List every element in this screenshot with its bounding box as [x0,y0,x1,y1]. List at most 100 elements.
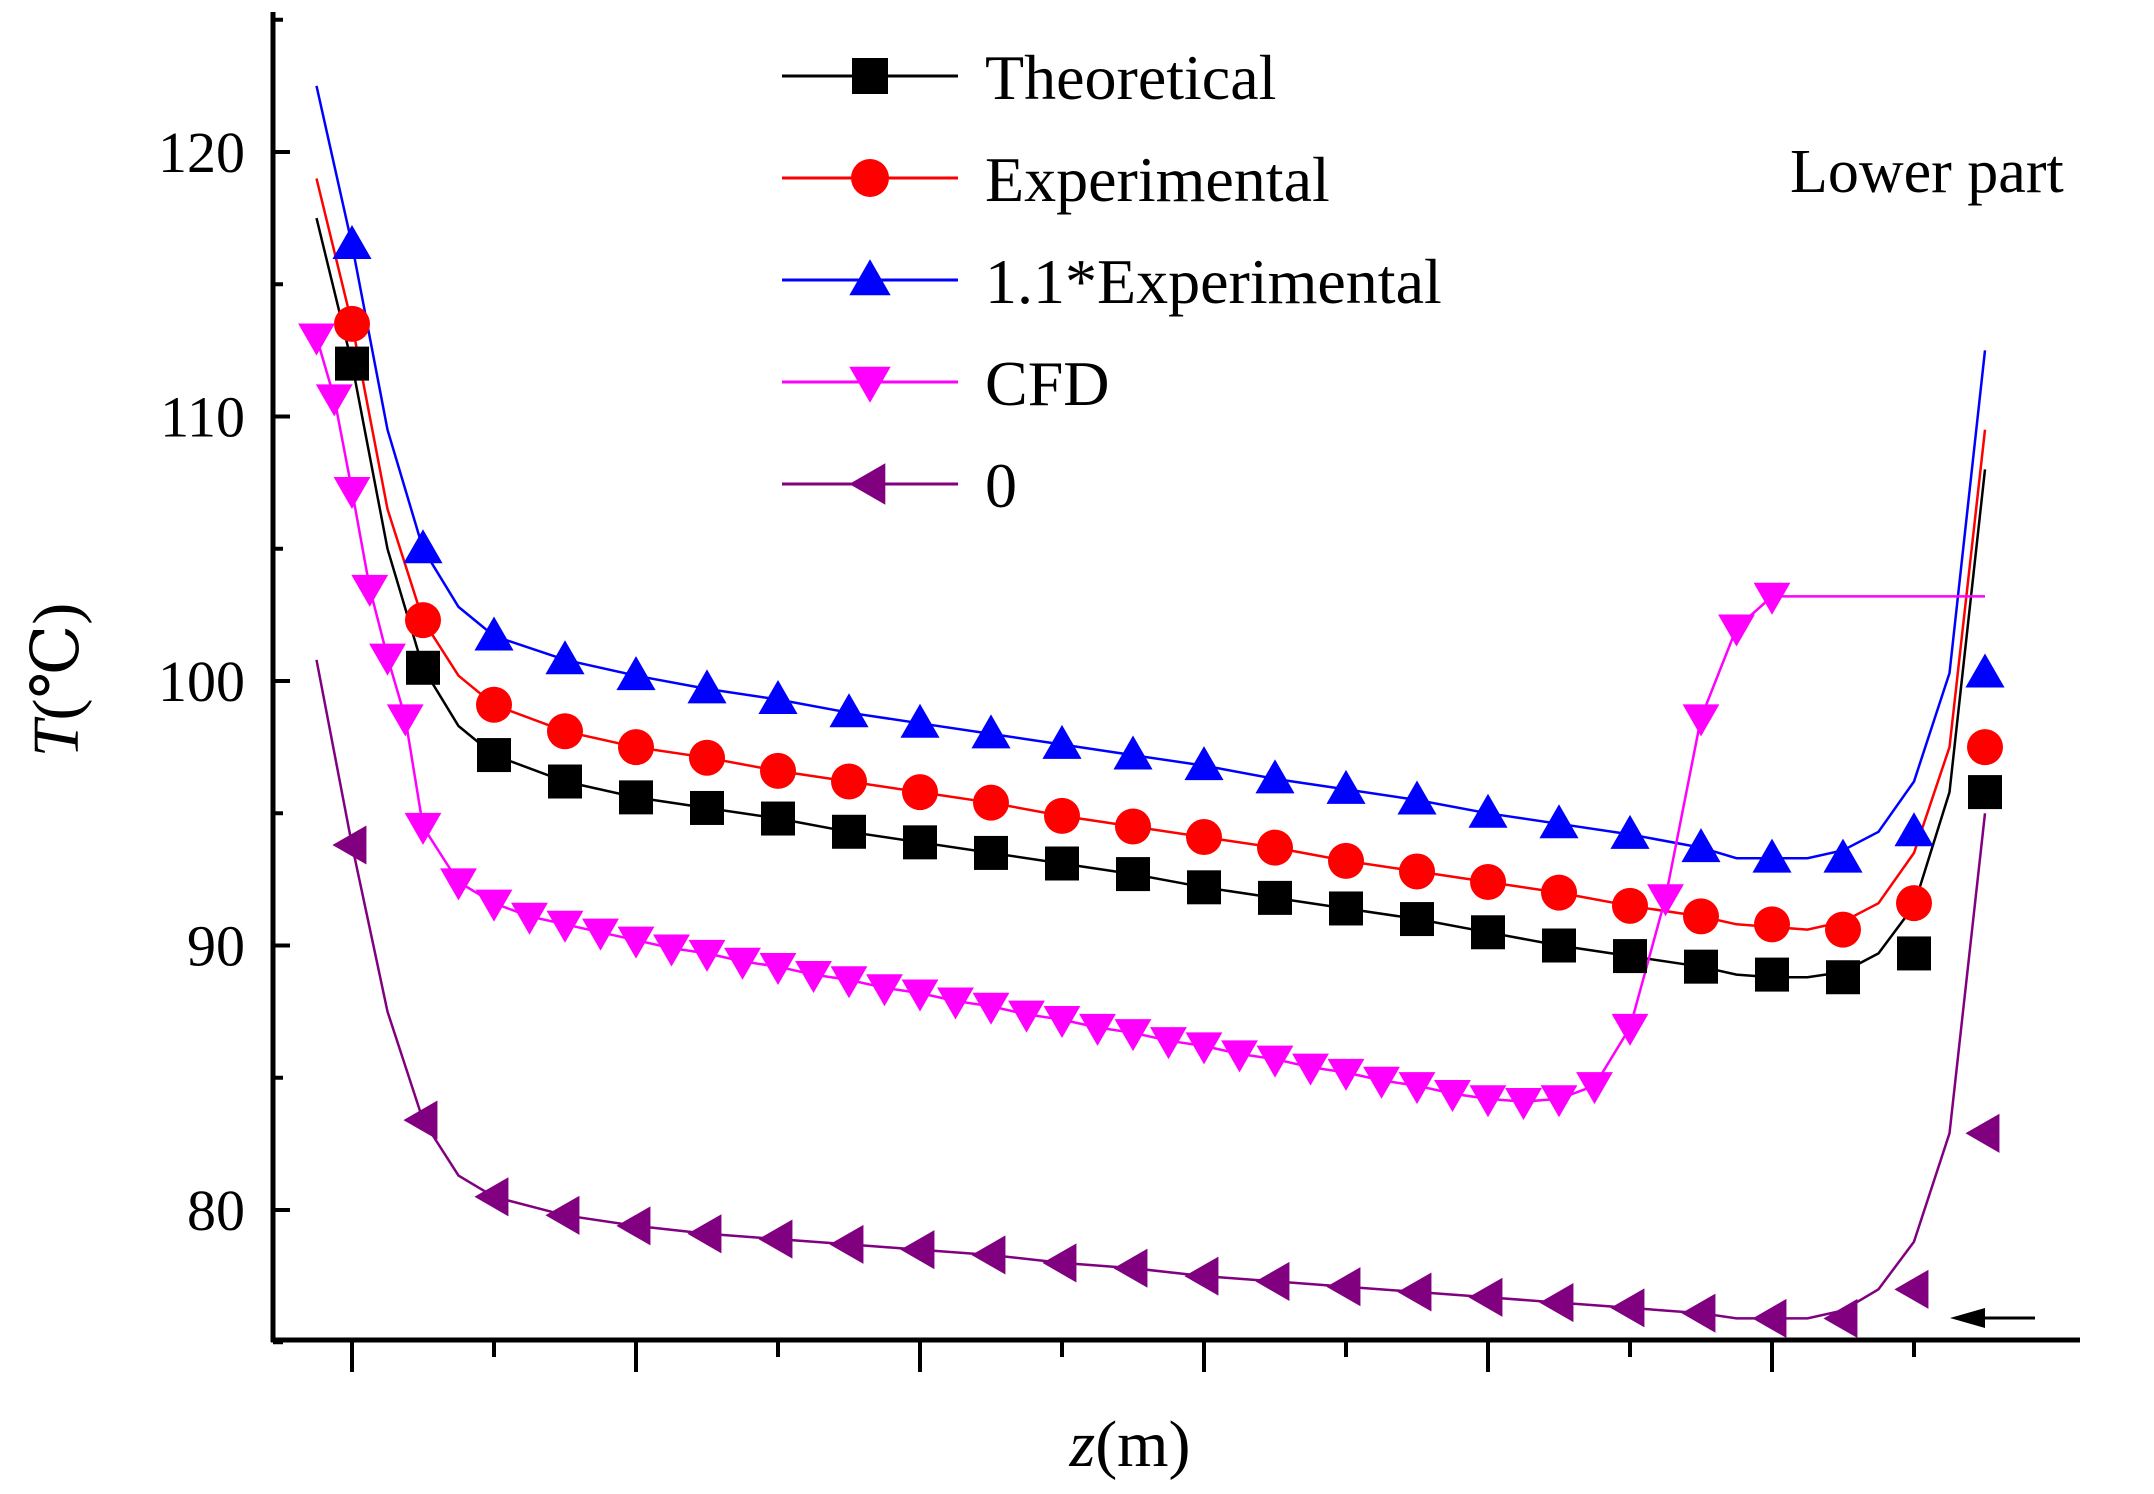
data-point-4 [545,1195,580,1235]
data-point-0 [548,764,582,799]
data-point-3 [1079,1013,1116,1046]
data-point-0 [1329,891,1363,926]
series-line-3 [315,336,1985,1103]
data-point-4 [900,1230,935,1270]
data-point-1 [1328,842,1364,879]
legend-label: 0 [985,450,1017,521]
data-point-2 [1042,724,1082,759]
data-point-3 [972,992,1010,1025]
data-point-3 [511,902,548,935]
data-point-3 [1611,1013,1649,1046]
data-point-3 [1753,582,1791,615]
y-tick-label: 110 [160,385,245,450]
y-axis-title: T(℃) [20,603,93,758]
data-point-3 [1718,614,1755,647]
data-point-3 [386,704,424,737]
legend-marker [849,463,886,505]
data-point-4 [1823,1298,1858,1338]
data-point-4 [1539,1283,1574,1323]
data-point-1 [405,602,441,639]
data-point-1 [1470,864,1506,901]
data-point-0 [1542,928,1576,963]
data-point-3 [1647,884,1684,917]
data-point-1 [973,784,1009,821]
data-point-2 [1752,838,1792,873]
flow-arrow-icon [1950,1308,2035,1328]
data-point-4 [1326,1267,1361,1307]
legend-marker [851,159,889,197]
data-point-3 [351,574,389,607]
data-point-0 [1400,902,1434,937]
data-point-2 [1255,759,1295,794]
data-point-1 [831,763,867,800]
data-point-3 [298,323,335,356]
data-point-3 [369,643,406,676]
data-point-1 [1541,874,1577,911]
data-point-2 [545,640,585,675]
data-point-4 [403,1100,438,1140]
data-point-3 [1398,1072,1436,1105]
data-point-1 [1825,911,1861,948]
data-point-3 [1114,1019,1152,1052]
data-point-3 [1682,704,1720,737]
data-point-1 [1115,808,1151,845]
data-point-0 [1755,957,1789,992]
data-point-2 [1113,735,1153,770]
data-point-0 [832,814,866,849]
data-point-2 [971,714,1011,749]
data-point-1 [334,305,370,342]
data-point-4 [1042,1243,1077,1283]
data-point-3 [759,953,797,986]
data-point-2 [1681,828,1721,863]
data-point-2 [687,669,727,704]
data-point-2 [1184,746,1224,781]
data-point-4 [1468,1277,1503,1317]
data-point-4 [758,1219,793,1259]
data-point-2 [1468,793,1508,828]
data-point-3 [1327,1058,1365,1091]
data-point-2 [616,656,656,691]
data-point-4 [332,825,367,865]
data-point-3 [582,918,619,951]
data-point-0 [1826,960,1860,995]
data-point-4 [1965,1113,2000,1153]
data-point-2 [332,225,372,260]
data-point-1 [547,713,583,750]
data-point-1 [1186,819,1222,856]
x-axis-title: z(m) [1069,1408,1191,1481]
data-point-3 [724,947,761,980]
data-point-3 [1505,1087,1542,1120]
data-point-3 [1469,1085,1507,1118]
data-point-3 [1576,1072,1613,1105]
data-point-0 [690,790,724,825]
data-point-2 [829,693,869,728]
data-point-3 [1043,1005,1081,1038]
data-point-3 [1363,1066,1400,1099]
data-point-4 [1752,1298,1787,1338]
data-point-2 [1397,780,1437,815]
data-point-0 [1613,939,1647,974]
data-point-4 [474,1177,509,1217]
data-point-0 [1471,915,1505,950]
data-point-2 [1823,838,1863,873]
data-point-0 [1897,936,1931,971]
data-point-3 [1221,1040,1258,1073]
data-point-4 [971,1235,1006,1275]
data-point-0 [974,835,1008,870]
axes [270,12,2080,1343]
data-point-0 [477,738,511,773]
data-point-3 [866,974,903,1007]
data-point-2 [1610,814,1650,849]
data-point-0 [406,650,440,685]
data-point-3 [795,960,832,993]
y-tick-label: 100 [158,649,245,714]
data-point-3 [333,476,371,509]
data-point-4 [1397,1272,1432,1312]
data-point-1 [1257,829,1293,866]
series-line-0 [315,217,1987,979]
data-point-1 [1683,898,1719,935]
y-tick-label: 90 [187,914,245,979]
data-point-2 [1326,769,1366,804]
data-point-3 [1185,1032,1223,1065]
